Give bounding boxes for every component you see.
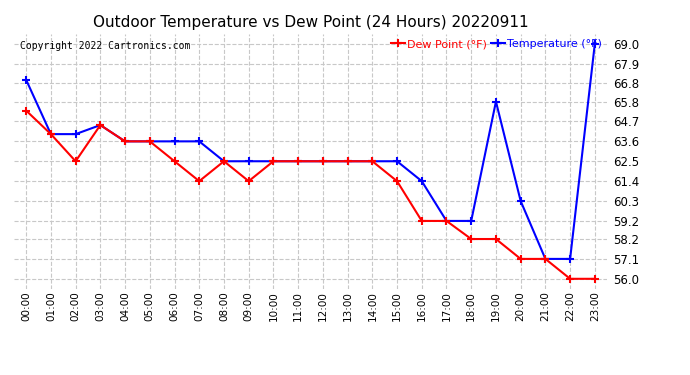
- Temperature (°F): [146, 139, 154, 144]
- Dew Point (°F): [492, 237, 500, 241]
- Dew Point (°F): [344, 159, 352, 164]
- Temperature (°F): [121, 139, 129, 144]
- Temperature (°F): [244, 159, 253, 164]
- Temperature (°F): [417, 179, 426, 183]
- Dew Point (°F): [294, 159, 302, 164]
- Dew Point (°F): [96, 123, 104, 128]
- Line: Temperature (°F): Temperature (°F): [22, 39, 599, 263]
- Dew Point (°F): [195, 179, 204, 183]
- Temperature (°F): [442, 219, 451, 223]
- Temperature (°F): [195, 139, 204, 144]
- Temperature (°F): [566, 256, 574, 261]
- Temperature (°F): [319, 159, 327, 164]
- Dew Point (°F): [146, 139, 154, 144]
- Temperature (°F): [47, 132, 55, 136]
- Temperature (°F): [170, 139, 179, 144]
- Dew Point (°F): [442, 219, 451, 223]
- Temperature (°F): [517, 199, 525, 203]
- Temperature (°F): [368, 159, 377, 164]
- Dew Point (°F): [121, 139, 129, 144]
- Dew Point (°F): [269, 159, 277, 164]
- Text: Copyright 2022 Cartronics.com: Copyright 2022 Cartronics.com: [20, 41, 190, 51]
- Dew Point (°F): [591, 276, 599, 281]
- Dew Point (°F): [170, 159, 179, 164]
- Temperature (°F): [393, 159, 401, 164]
- Dew Point (°F): [517, 256, 525, 261]
- Temperature (°F): [467, 219, 475, 223]
- Dew Point (°F): [541, 256, 549, 261]
- Dew Point (°F): [417, 219, 426, 223]
- Dew Point (°F): [244, 179, 253, 183]
- Title: Outdoor Temperature vs Dew Point (24 Hours) 20220911: Outdoor Temperature vs Dew Point (24 Hou…: [92, 15, 529, 30]
- Line: Dew Point (°F): Dew Point (°F): [22, 106, 599, 283]
- Temperature (°F): [492, 99, 500, 104]
- Dew Point (°F): [319, 159, 327, 164]
- Dew Point (°F): [566, 276, 574, 281]
- Temperature (°F): [344, 159, 352, 164]
- Dew Point (°F): [393, 179, 401, 183]
- Temperature (°F): [294, 159, 302, 164]
- Temperature (°F): [541, 256, 549, 261]
- Dew Point (°F): [72, 159, 80, 164]
- Temperature (°F): [269, 159, 277, 164]
- Dew Point (°F): [220, 159, 228, 164]
- Temperature (°F): [220, 159, 228, 164]
- Dew Point (°F): [467, 237, 475, 241]
- Dew Point (°F): [368, 159, 377, 164]
- Legend: Dew Point (°F), Temperature (°F): Dew Point (°F), Temperature (°F): [391, 39, 602, 49]
- Dew Point (°F): [22, 108, 30, 113]
- Temperature (°F): [72, 132, 80, 136]
- Temperature (°F): [591, 42, 599, 46]
- Dew Point (°F): [47, 132, 55, 136]
- Temperature (°F): [96, 123, 104, 128]
- Temperature (°F): [22, 78, 30, 82]
